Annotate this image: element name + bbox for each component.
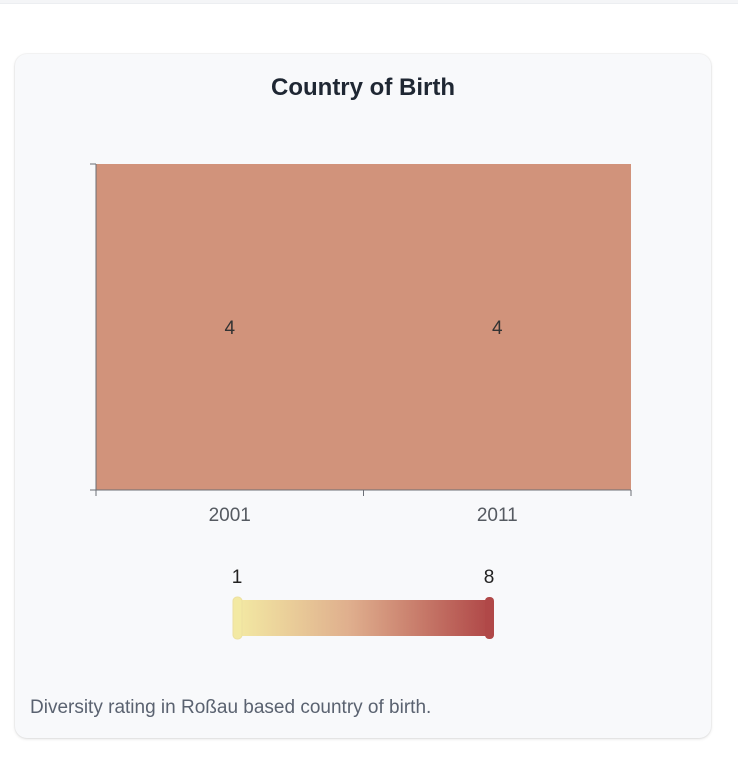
heatmap-axes: 2001 2011 <box>90 163 632 526</box>
chart-description: Diversity rating in Roßau based country … <box>30 697 432 718</box>
cell-value-label: 4 <box>492 318 503 339</box>
legend-max-handle <box>485 597 494 639</box>
x-tick-label: 2001 <box>209 505 251 526</box>
legend-max-label: 8 <box>484 567 495 588</box>
cell-value-label: 4 <box>224 318 235 339</box>
legend-min-handle <box>232 596 243 640</box>
chart-title: Country of Birth <box>271 74 455 101</box>
legend-min-label: 1 <box>232 567 243 588</box>
legend-gradient-bar <box>237 600 489 636</box>
heatmap-cell <box>96 164 364 490</box>
top-divider <box>0 0 738 4</box>
x-tick-label: 2011 <box>477 505 518 526</box>
heatmap-cell <box>363 164 631 490</box>
